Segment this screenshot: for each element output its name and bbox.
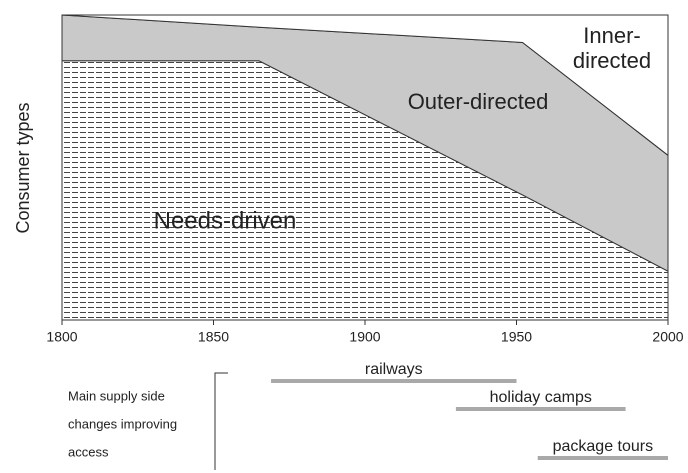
timeline-label: Main supply side [68,388,165,403]
area-label: Needs-driven [154,207,297,234]
area-label: Inner-directed [573,23,651,73]
x-tick-label: 1800 [46,329,77,345]
timeline-item-label: holiday camps [490,389,592,406]
timeline-item-label: package tours [553,438,654,455]
x-tick-label: 2000 [652,329,683,345]
timeline-bar [271,379,517,383]
timeline-label: changes improving [68,416,177,431]
timeline-bar [537,456,668,460]
x-tick-label: 1850 [198,329,229,345]
timeline-bar [455,407,626,411]
timeline-label: access [68,444,109,459]
timeline-item-label: railways [365,361,423,378]
x-tick-label: 1900 [349,329,380,345]
x-tick-label: 1950 [501,329,532,345]
bracket [214,372,228,470]
area-label: Outer-directed [408,89,549,114]
y-axis-label: Consumer types [13,102,33,233]
